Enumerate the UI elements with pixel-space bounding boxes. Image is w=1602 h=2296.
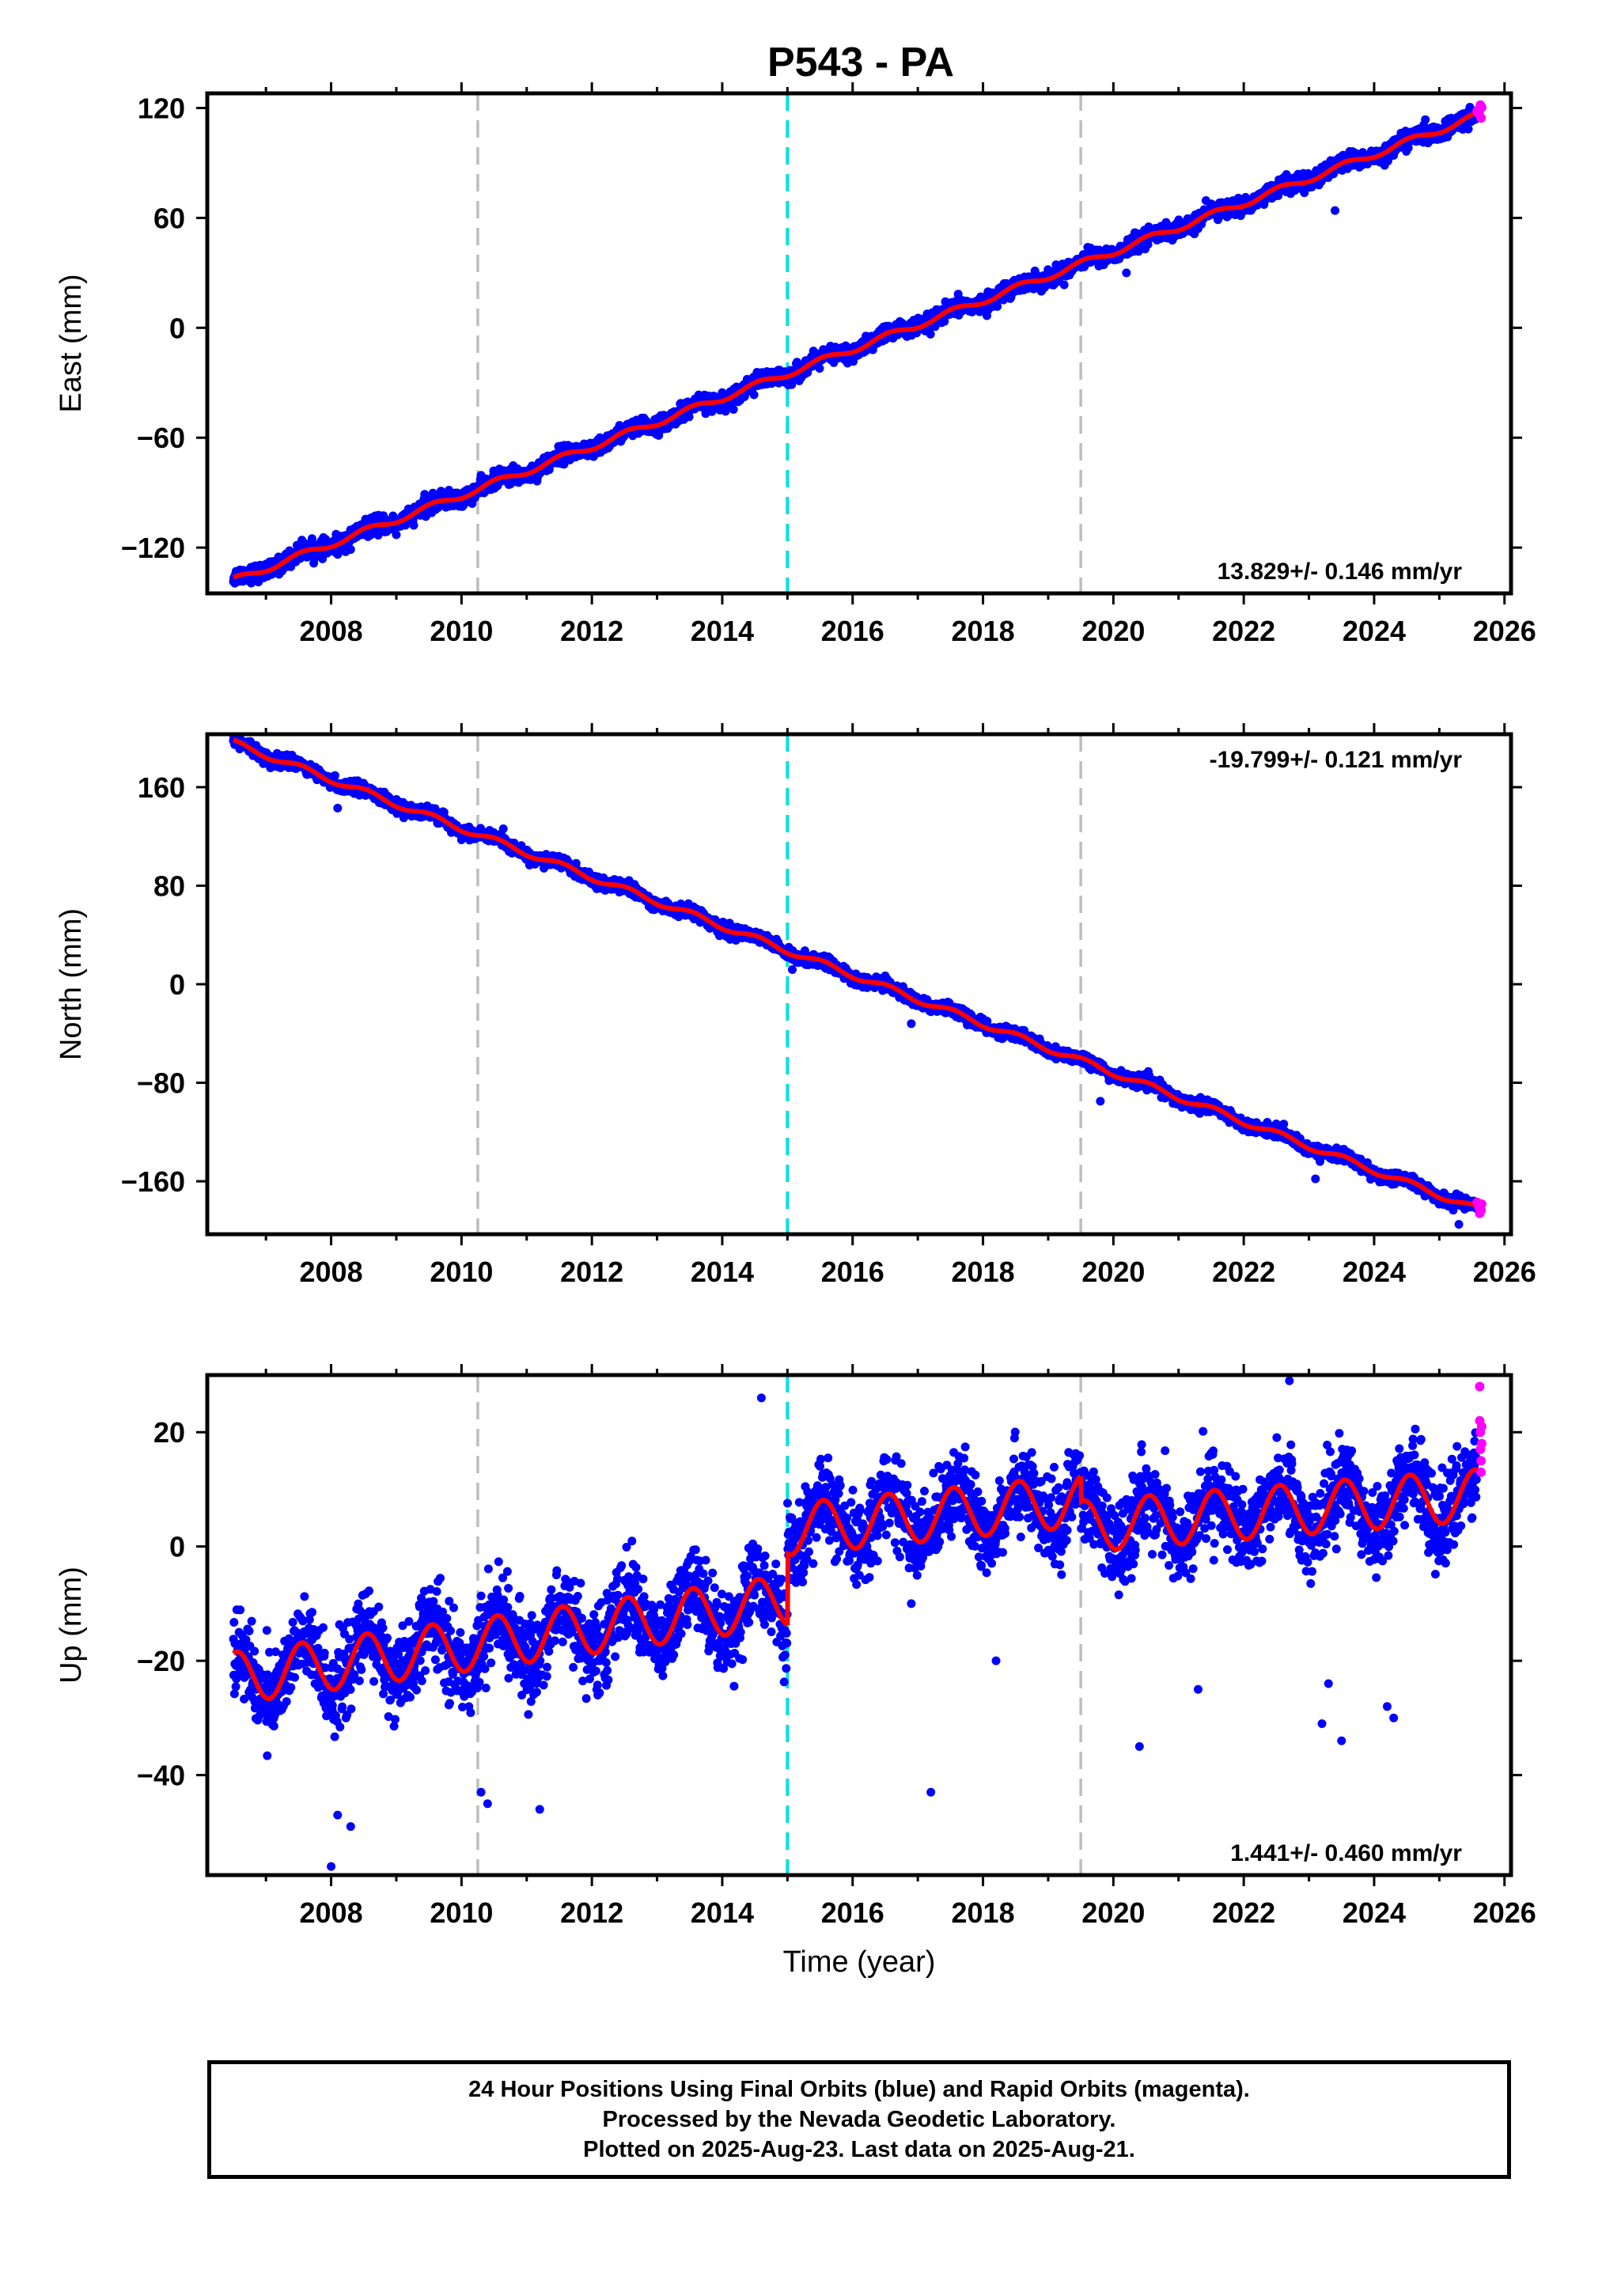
x-tick-label: 2018 <box>952 615 1015 647</box>
x-tick-label: 2024 <box>1343 615 1406 647</box>
y-axis-label: East (mm) <box>55 274 88 412</box>
x-tick-label: 2008 <box>300 615 363 647</box>
x-tick-label: 2016 <box>821 615 884 647</box>
y-tick-label: −120 <box>121 532 185 564</box>
axes-frame <box>205 91 1513 596</box>
outlier-point <box>1122 268 1131 278</box>
data-point <box>409 521 418 530</box>
rate-label: 13.829+/- 0.146 mm/yr <box>1218 559 1463 585</box>
outlier-point <box>261 559 271 569</box>
panels-group: 2008 2010 2012 2014 2016 2018 2020 2022 2024 2026… <box>55 82 1536 1979</box>
data-point <box>333 550 343 559</box>
data-point <box>926 329 935 339</box>
x-tick-label: 2026 <box>1473 615 1536 647</box>
outlier-point <box>1331 206 1340 215</box>
x-tick-label: 2012 <box>560 615 623 647</box>
data-point <box>1059 280 1069 290</box>
data-point <box>993 301 1002 311</box>
data-point <box>1403 143 1413 153</box>
x-tick-label: 2020 <box>1081 615 1145 647</box>
data-point <box>1421 115 1430 124</box>
y-tick-label: 0 <box>169 312 185 344</box>
model-curve <box>232 109 1479 580</box>
panel-east: 2008 2010 2012 2014 2016 2018 2020 2022 2024 2026… <box>55 82 1536 647</box>
rapid-orbit-point <box>1476 113 1486 123</box>
data-point <box>307 534 316 544</box>
data-point <box>721 407 730 416</box>
data-point <box>330 771 339 780</box>
data-point <box>729 405 738 414</box>
outlier-point <box>392 530 401 540</box>
panel-north: 2008 2010 2012 2014 2016 2018 2020 2022 2024 2026… <box>55 723 1536 1288</box>
data-point <box>749 390 759 400</box>
x-tick-label: 2010 <box>430 615 493 647</box>
data-point <box>318 554 328 563</box>
data-point <box>815 364 824 373</box>
rapid-orbit-point <box>1476 102 1486 112</box>
outlier-point <box>346 544 355 554</box>
y-tick-label: 60 <box>153 202 185 234</box>
x-tick-label: 2022 <box>1212 615 1275 647</box>
y-tick-label: −60 <box>137 422 185 454</box>
y-tick-label: 120 <box>138 93 185 125</box>
figure-title: P543 - PA <box>767 40 954 85</box>
final-orbit-points <box>229 103 1482 588</box>
data-point <box>1464 124 1473 134</box>
data-point <box>498 824 508 833</box>
x-tick-label: 2014 <box>691 615 754 647</box>
